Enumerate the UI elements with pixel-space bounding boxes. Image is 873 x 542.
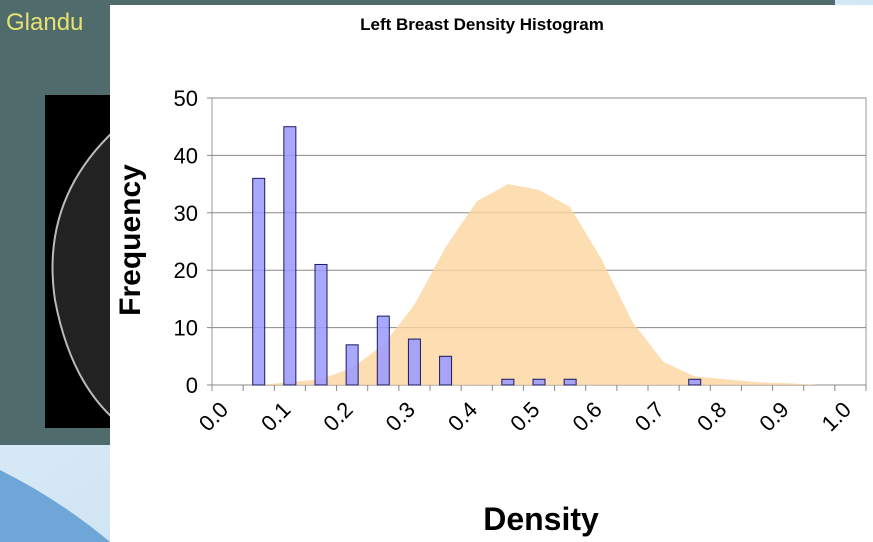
bar: [376, 315, 390, 386]
y-tick-label: 20: [174, 258, 198, 283]
y-axis-label: Frequency: [114, 164, 147, 316]
swoosh: [0, 470, 110, 542]
bar: [283, 126, 297, 386]
bar: [688, 378, 702, 386]
bar: [501, 378, 515, 386]
bar: [407, 338, 421, 386]
chart-title: Left Breast Density Histogram: [360, 15, 604, 34]
y-tick-label: 50: [174, 86, 198, 111]
slide-title: Glandu: [6, 9, 83, 36]
bar: [252, 177, 266, 386]
bar: [345, 344, 359, 386]
y-tick-label: 10: [174, 316, 198, 341]
y-tick-label: 0: [186, 373, 198, 398]
x-axis-label: Density: [483, 501, 599, 537]
density-area: [227, 184, 851, 385]
mammogram-edge: [51, 129, 116, 421]
y-tick-label: 40: [174, 143, 198, 168]
bar: [439, 355, 453, 386]
bar: [314, 263, 328, 386]
y-tick-label: 30: [174, 201, 198, 226]
bar: [563, 378, 577, 386]
bar: [532, 378, 546, 386]
